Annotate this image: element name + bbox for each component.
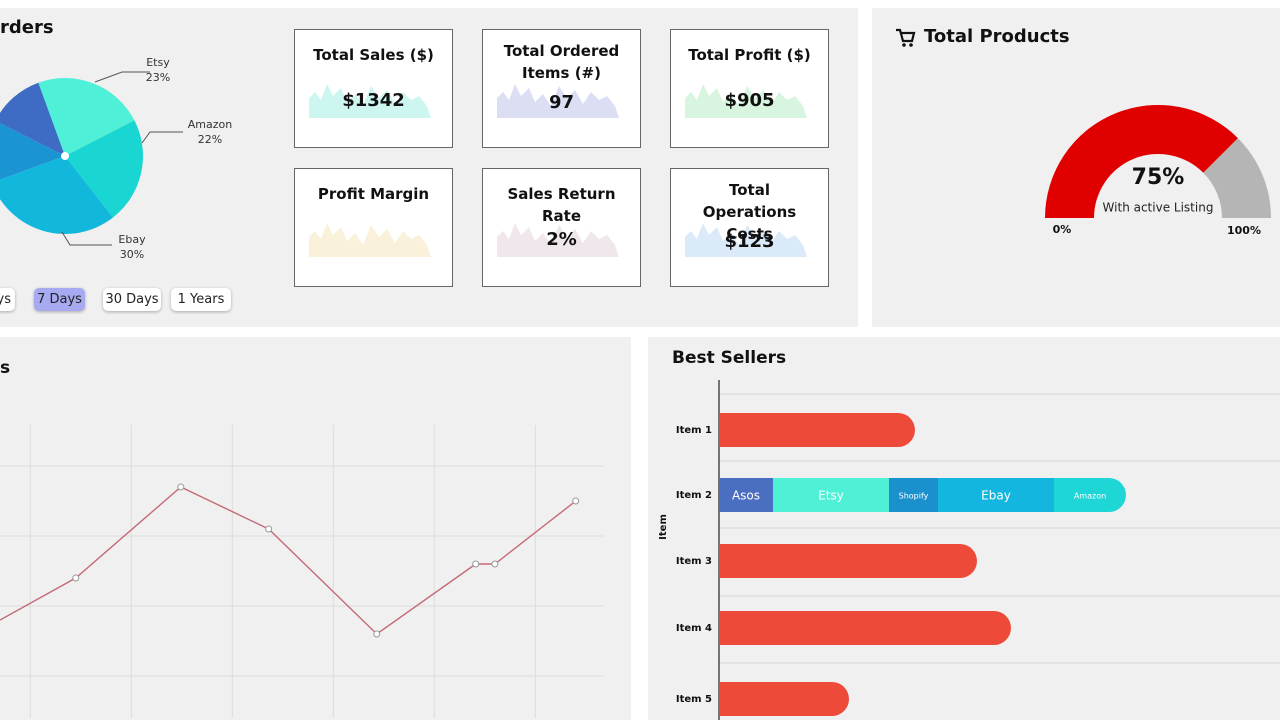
- slice-label: Etsy: [146, 56, 170, 69]
- kpi-value: $905: [724, 90, 775, 111]
- y-axis-label: Item: [658, 514, 669, 540]
- slice-value: 23%: [146, 71, 170, 84]
- bar-segment: [1054, 478, 1126, 512]
- kpi-title: Total Profit ($): [688, 46, 811, 64]
- bar-segment: [719, 544, 977, 578]
- sales-point: [472, 560, 480, 568]
- slice-value: 30%: [120, 248, 144, 261]
- kpi-card: Total Operations Costs $123: [670, 168, 829, 287]
- leader-line: [141, 131, 183, 144]
- segment-label: Etsy: [818, 489, 844, 503]
- bar-segment: [773, 478, 889, 512]
- cart-icon: [896, 28, 916, 47]
- kpi-value: $123: [724, 231, 775, 252]
- item-label: Item 1: [676, 425, 712, 436]
- sparkline-area: [685, 223, 807, 257]
- bar-segment: [719, 478, 773, 512]
- bar-segment: [938, 478, 1054, 512]
- slice-label: Ebay: [118, 233, 146, 246]
- sparkline-area: [309, 84, 431, 118]
- gauge-max-label: 100%: [1227, 224, 1261, 237]
- segment-label: Shopify: [899, 492, 929, 501]
- slice-label: Amazon: [188, 118, 232, 131]
- kpi-card: Sales Return Rate 2%: [482, 168, 641, 287]
- gauge-value-label: 75%: [1132, 165, 1185, 190]
- pie-slice: [38, 77, 135, 156]
- pie-slice: [65, 120, 144, 218]
- bar-segment: [719, 611, 1011, 645]
- kpi-card: Profit Margin: [294, 168, 453, 287]
- sales-point: [491, 560, 499, 568]
- sales-point: [177, 483, 185, 491]
- sparkline-bg: [685, 84, 807, 118]
- bar-segment: [719, 413, 915, 447]
- item-label: Item 2: [676, 490, 712, 501]
- pie-center: [61, 152, 69, 160]
- leader-line: [61, 231, 112, 246]
- gauge-caption: With active Listing: [1103, 201, 1214, 215]
- gauge-value: [1045, 105, 1238, 218]
- pie-slice: [0, 123, 65, 180]
- segment-label: Asos: [732, 489, 760, 503]
- item-label: Item 5: [676, 694, 712, 705]
- sales-point: [373, 630, 381, 638]
- item-label: Item 3: [676, 556, 712, 567]
- kpi-card: Total Profit ($) $905: [670, 29, 829, 148]
- kpi-title: Total Ordered Items (#): [503, 42, 620, 82]
- gauge-track: [1203, 138, 1272, 218]
- segment-label: Ebay: [981, 489, 1011, 503]
- sparkline-bg: [497, 223, 619, 257]
- sparkline-area: [497, 84, 619, 118]
- orders-title: rders: [0, 17, 54, 38]
- item-label: Item 4: [676, 623, 712, 634]
- sparkline-bg: [309, 223, 431, 257]
- slice-value: 22%: [198, 133, 222, 146]
- sales-point: [572, 497, 580, 505]
- kpi-title: Total Operations Costs: [702, 181, 797, 243]
- leader-line: [94, 71, 150, 83]
- kpi-title: Profit Margin: [317, 185, 430, 203]
- kpi-title: Total Sales ($): [313, 46, 434, 64]
- range-button[interactable]: 30 Days: [103, 288, 161, 311]
- kpi-card: Total Ordered Items (#) 97: [482, 29, 641, 148]
- kpi-card: Total Sales ($) $1342: [294, 29, 453, 148]
- sales-title: s: [0, 358, 10, 378]
- sales-point: [72, 574, 80, 582]
- kpi-value: 97: [548, 92, 575, 113]
- kpi-value: 2%: [546, 229, 577, 250]
- sparkline-bg: [309, 84, 431, 118]
- sparkline-bg: [497, 84, 619, 118]
- sales-panel: [0, 337, 631, 720]
- range-button[interactable]: 1 Years: [171, 288, 231, 311]
- gauge-min-label: 0%: [1053, 223, 1072, 236]
- pie-slice: [0, 82, 65, 156]
- sparkline-bg: [685, 223, 807, 257]
- products-title: Total Products: [924, 26, 1070, 47]
- bar-segment: [719, 682, 849, 716]
- sparkline-area: [309, 223, 431, 257]
- range-button[interactable]: 7 Days: [34, 288, 85, 311]
- range-button[interactable]: ys: [0, 288, 15, 311]
- kpi-value: $1342: [342, 90, 405, 111]
- kpi-title: Sales Return Rate: [507, 185, 616, 225]
- sparkline-area: [685, 84, 807, 118]
- sparkline-area: [497, 223, 619, 257]
- segment-label: Amazon: [1074, 492, 1106, 501]
- bar-segment: [889, 478, 938, 512]
- best-sellers-title: Best Sellers: [672, 348, 786, 368]
- sales-point: [265, 525, 273, 533]
- pie-slice: [0, 156, 114, 234]
